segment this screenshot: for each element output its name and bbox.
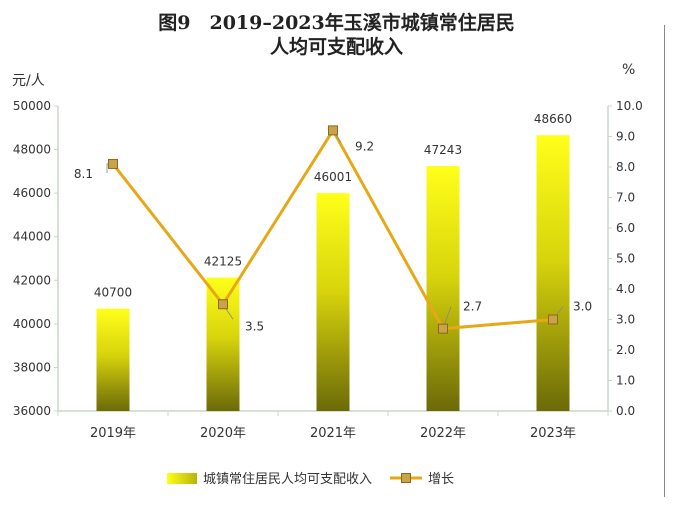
growth-value-label: 3.0 [573,300,592,314]
legend-bar-label: 城镇常住居民人均可支配收入 [203,472,372,487]
left-tick-label: 44000 [13,230,51,244]
bar [96,308,130,411]
x-tick-label: 2023年 [530,426,576,441]
right-tick-label: 8.0 [616,160,635,174]
left-tick-label: 46000 [13,186,51,200]
x-tick-label: 2021年 [310,426,356,441]
growth-point-marker [328,125,338,136]
bar-value-label: 46001 [314,170,352,184]
right-tick-label: 3.0 [616,313,635,327]
growth-value-label: 8.1 [74,167,93,181]
growth-point-marker [438,323,448,334]
bar [206,277,240,411]
left-axis-unit: 元/人 [12,73,45,89]
right-tick-label: 7.0 [616,191,635,205]
growth-point-marker [548,314,558,325]
left-tick-label: 42000 [13,273,51,287]
left-tick-label: 40000 [13,317,51,331]
right-tick-label: 2.0 [616,343,635,357]
x-tick-label: 2020年 [200,426,246,441]
frame-border [664,25,665,497]
left-tick-label: 48000 [13,143,51,157]
left-tick-label: 38000 [13,360,51,374]
right-axis-unit: % [622,62,636,78]
chart-title-line2: 人均可支配收入 [269,36,403,58]
growth-point-marker [218,299,228,310]
left-tick-label: 36000 [13,404,51,418]
legend-line-label: 增长 [428,472,454,487]
right-tick-label: 9.0 [616,130,635,144]
growth-value-label: 9.2 [355,139,374,153]
right-tick-label: 10.0 [616,99,643,113]
x-tick-label: 2022年 [420,426,466,441]
bar [536,135,570,411]
legend-bar-swatch [167,473,197,484]
growth-value-label: 2.7 [463,300,482,314]
right-tick-label: 1.0 [616,374,635,388]
bar-value-label: 42125 [204,255,242,269]
right-tick-label: 5.0 [616,252,635,266]
growth-value-label: 3.5 [245,319,264,333]
right-tick-label: 0.0 [616,404,635,418]
right-tick-label: 6.0 [616,221,635,235]
bar-value-label: 47243 [424,143,462,157]
legend-line-marker [401,473,411,483]
bar-value-label: 48660 [534,112,572,126]
bar [316,193,350,411]
x-tick-label: 2019年 [90,426,136,441]
bar [426,166,460,411]
right-tick-label: 4.0 [616,282,635,296]
growth-point-marker [108,158,118,169]
left-tick-label: 50000 [13,99,51,113]
bar-value-label: 40700 [94,286,132,300]
chart-title-line1: 图9 2019–2023年玉溪市城镇常住居民 [158,12,515,34]
